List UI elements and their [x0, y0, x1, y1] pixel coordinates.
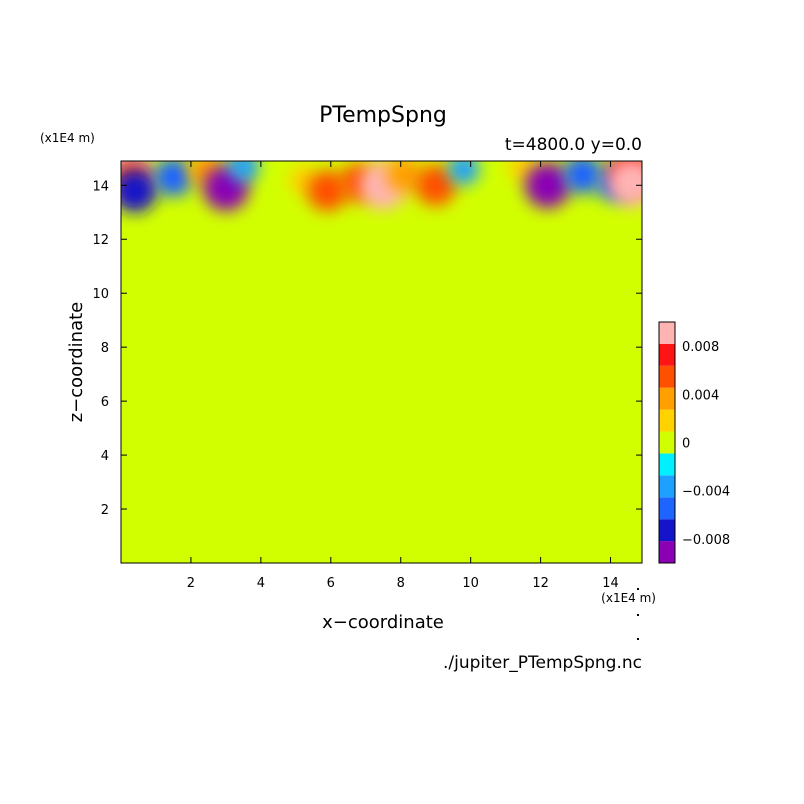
- contour-feature: [448, 161, 480, 185]
- x-tick-label: 8: [397, 576, 405, 591]
- colorbar-segment: [659, 365, 675, 388]
- colorbar-segment: [659, 409, 675, 432]
- colorbar-tick-label: 0.004: [682, 388, 719, 403]
- colorbar-segment: [659, 453, 675, 476]
- y-axis-label: z−coordinate: [66, 302, 87, 423]
- colorbar-segment: [659, 519, 675, 542]
- y-tick-label: 6: [101, 395, 109, 410]
- colorbar-segment: [659, 541, 675, 563]
- contour-feature: [227, 161, 259, 182]
- source-file-label: ./jupiter_PTempSpng.nc: [443, 653, 642, 673]
- y-tick-label: 10: [92, 287, 109, 302]
- x-tick-label: 6: [327, 576, 335, 591]
- contour-feature: [154, 161, 193, 197]
- colorbar-tick-label: 0.008: [682, 340, 719, 355]
- x-tick-label: 2: [187, 576, 195, 591]
- corner-marks: [637, 588, 639, 640]
- contour-feature: [563, 161, 602, 194]
- plot-background: [121, 161, 642, 563]
- x-unit-label: (x1E4 m): [601, 591, 656, 605]
- x-axis: 2 4 6 8 10 12 14: [187, 161, 619, 591]
- colorbar: −0.008 −0.004 0 0.004 0.008: [658, 321, 730, 564]
- contour-feature: [306, 170, 348, 212]
- colorbar-segment: [659, 431, 675, 454]
- contour-feature: [607, 161, 642, 207]
- contour-feature: [121, 169, 157, 213]
- contour-feature: [524, 162, 571, 209]
- y-axis: 2 4 6 8 10 12 14: [92, 179, 642, 518]
- colorbar-segment: [659, 475, 675, 498]
- y-tick-label: 14: [92, 179, 109, 194]
- chart-subtitle: t=4800.0 y=0.0: [505, 135, 642, 155]
- y-tick-label: 4: [101, 449, 109, 464]
- x-tick-label: 10: [462, 576, 479, 591]
- colorbar-frame: [658, 321, 676, 564]
- chart-title: PTempSpng: [319, 103, 447, 128]
- y-tick-label: 8: [101, 341, 109, 356]
- plot-area: [120, 160, 643, 564]
- colorbar-tick-label: 0: [682, 437, 690, 452]
- colorbar-segment: [659, 387, 675, 410]
- x-tick-label: 14: [602, 576, 619, 591]
- y-unit-label: (x1E4 m): [40, 131, 95, 145]
- y-tick-label: 12: [92, 233, 109, 248]
- colorbar-segment: [659, 343, 675, 366]
- y-tick-label: 2: [101, 503, 109, 518]
- contour-feature: [415, 164, 457, 206]
- plot-frame: [120, 160, 643, 564]
- colorbar-segment: [659, 497, 675, 520]
- colorbar-tick-label: −0.004: [682, 485, 730, 500]
- x-axis-label: x−coordinate: [322, 612, 444, 633]
- x-tick-label: 12: [532, 576, 549, 591]
- x-tick-label: 4: [257, 576, 265, 591]
- colorbar-tick-label: −0.008: [682, 533, 730, 548]
- colorbar-segment: [659, 322, 675, 344]
- contour-feature: [386, 161, 423, 193]
